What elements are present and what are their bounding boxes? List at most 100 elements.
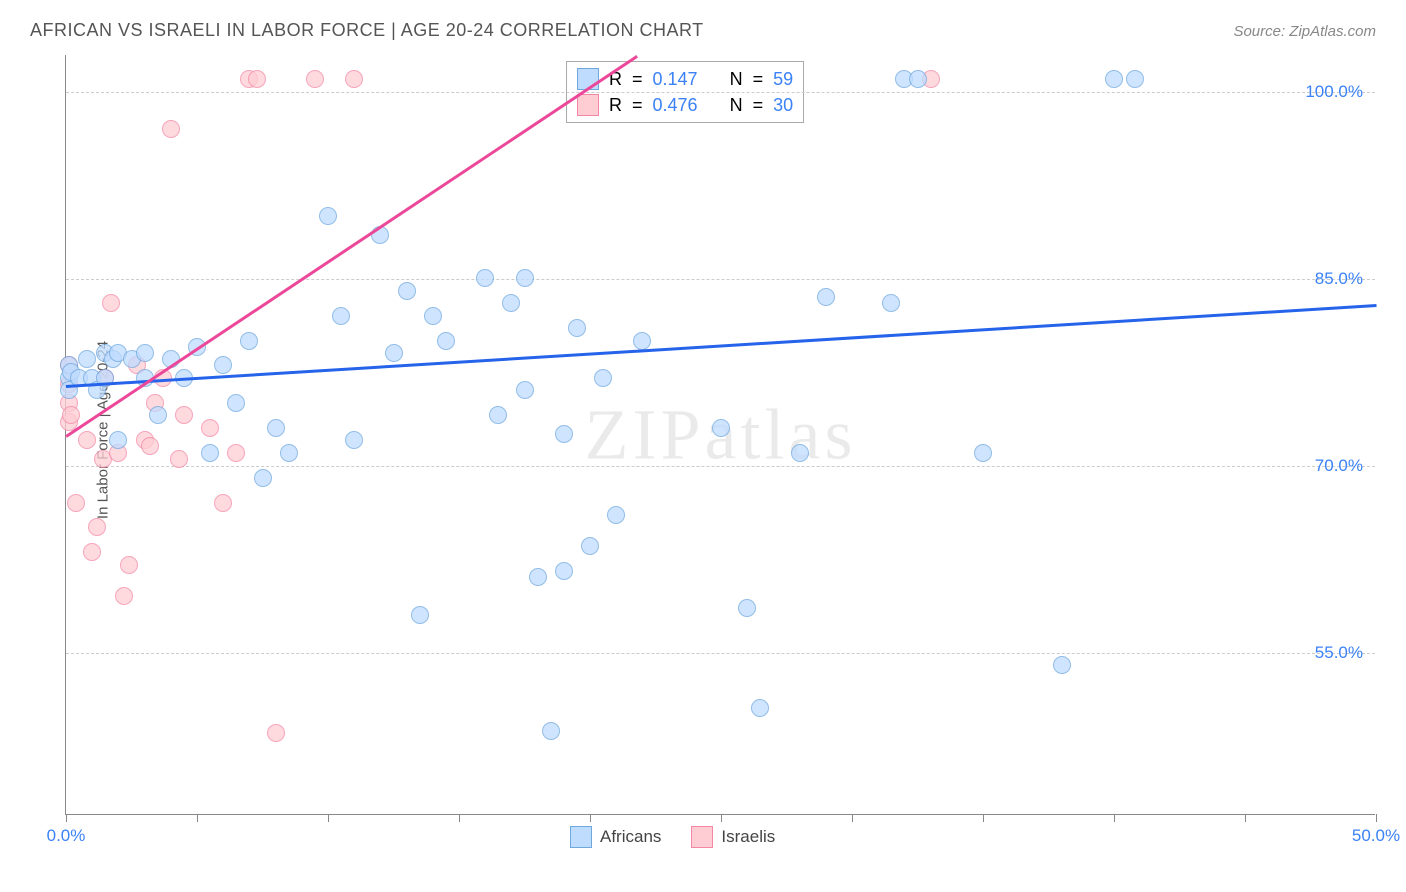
swatch-israelis-icon	[691, 826, 713, 848]
scatter-point-israelis	[102, 294, 120, 312]
x-tick	[721, 814, 722, 822]
scatter-point-africans	[581, 537, 599, 555]
stat-eq: =	[632, 95, 643, 116]
stat-n-label: N	[730, 95, 743, 116]
scatter-point-africans	[516, 381, 534, 399]
stat-r-label: R	[609, 95, 622, 116]
scatter-point-africans	[149, 406, 167, 424]
scatter-point-africans	[529, 568, 547, 586]
scatter-point-israelis	[83, 543, 101, 561]
stats-row-africans: R = 0.147 N = 59	[577, 66, 793, 92]
scatter-point-africans	[738, 599, 756, 617]
scatter-point-israelis	[78, 431, 96, 449]
stat-eq: =	[753, 95, 764, 116]
scatter-point-africans	[240, 332, 258, 350]
scatter-point-africans	[817, 288, 835, 306]
scatter-point-africans	[1105, 70, 1123, 88]
scatter-point-africans	[594, 369, 612, 387]
bottom-legend: Africans Israelis	[570, 826, 775, 848]
scatter-point-africans	[712, 419, 730, 437]
scatter-point-africans	[555, 425, 573, 443]
gridline	[66, 466, 1375, 467]
legend-label-israelis: Israelis	[721, 827, 775, 847]
scatter-point-africans	[345, 431, 363, 449]
scatter-point-africans	[607, 506, 625, 524]
scatter-point-africans	[974, 444, 992, 462]
scatter-point-israelis	[248, 70, 266, 88]
x-tick-label: 50.0%	[1352, 826, 1400, 846]
plot-area: ZIPatlas R = 0.147 N = 59 R = 0.476 N = …	[65, 55, 1375, 815]
scatter-point-israelis	[67, 494, 85, 512]
scatter-point-africans	[555, 562, 573, 580]
scatter-point-israelis	[201, 419, 219, 437]
scatter-point-africans	[751, 699, 769, 717]
x-tick	[66, 814, 67, 822]
stat-n-value-israelis: 30	[773, 95, 793, 116]
y-tick-label: 85.0%	[1315, 269, 1363, 289]
stat-eq: =	[753, 69, 764, 90]
scatter-point-africans	[319, 207, 337, 225]
scatter-point-africans	[136, 344, 154, 362]
stat-eq: =	[632, 69, 643, 90]
gridline	[66, 653, 1375, 654]
y-tick-label: 55.0%	[1315, 643, 1363, 663]
scatter-point-israelis	[170, 450, 188, 468]
scatter-point-africans	[542, 722, 560, 740]
stats-row-israelis: R = 0.476 N = 30	[577, 92, 793, 118]
scatter-point-israelis	[227, 444, 245, 462]
chart-title: AFRICAN VS ISRAELI IN LABOR FORCE | AGE …	[30, 20, 704, 41]
scatter-point-africans	[516, 269, 534, 287]
stat-n-label: N	[730, 69, 743, 90]
scatter-point-israelis	[306, 70, 324, 88]
scatter-point-israelis	[214, 494, 232, 512]
x-tick	[590, 814, 591, 822]
scatter-point-africans	[254, 469, 272, 487]
scatter-point-africans	[909, 70, 927, 88]
scatter-point-israelis	[345, 70, 363, 88]
legend-item-israelis: Israelis	[691, 826, 775, 848]
scatter-point-africans	[385, 344, 403, 362]
scatter-point-africans	[227, 394, 245, 412]
scatter-point-africans	[568, 319, 586, 337]
scatter-point-israelis	[62, 406, 80, 424]
stat-r-value-africans: 0.147	[653, 69, 698, 90]
scatter-point-israelis	[175, 406, 193, 424]
scatter-point-africans	[398, 282, 416, 300]
scatter-point-africans	[437, 332, 455, 350]
y-tick-label: 70.0%	[1315, 456, 1363, 476]
scatter-point-africans	[109, 431, 127, 449]
scatter-point-africans	[502, 294, 520, 312]
scatter-point-israelis	[141, 437, 159, 455]
swatch-israelis-icon	[577, 94, 599, 116]
swatch-africans-icon	[570, 826, 592, 848]
stat-r-value-israelis: 0.476	[653, 95, 698, 116]
y-tick-label: 100.0%	[1305, 82, 1363, 102]
stat-n-value-africans: 59	[773, 69, 793, 90]
x-tick	[1376, 814, 1377, 822]
gridline	[66, 279, 1375, 280]
x-tick	[328, 814, 329, 822]
x-tick	[459, 814, 460, 822]
x-tick	[852, 814, 853, 822]
scatter-point-africans	[332, 307, 350, 325]
legend-item-africans: Africans	[570, 826, 661, 848]
scatter-point-africans	[424, 307, 442, 325]
x-tick-label: 0.0%	[47, 826, 86, 846]
scatter-point-israelis	[115, 587, 133, 605]
scatter-point-africans	[791, 444, 809, 462]
regression-line-israelis	[65, 55, 637, 437]
scatter-point-africans	[1053, 656, 1071, 674]
scatter-point-israelis	[267, 724, 285, 742]
scatter-point-africans	[411, 606, 429, 624]
x-tick	[1114, 814, 1115, 822]
x-tick	[1245, 814, 1246, 822]
scatter-point-africans	[214, 356, 232, 374]
scatter-point-israelis	[162, 120, 180, 138]
scatter-point-africans	[633, 332, 651, 350]
x-tick	[197, 814, 198, 822]
legend-label-africans: Africans	[600, 827, 661, 847]
x-tick	[983, 814, 984, 822]
scatter-point-africans	[267, 419, 285, 437]
scatter-point-africans	[882, 294, 900, 312]
scatter-point-israelis	[120, 556, 138, 574]
